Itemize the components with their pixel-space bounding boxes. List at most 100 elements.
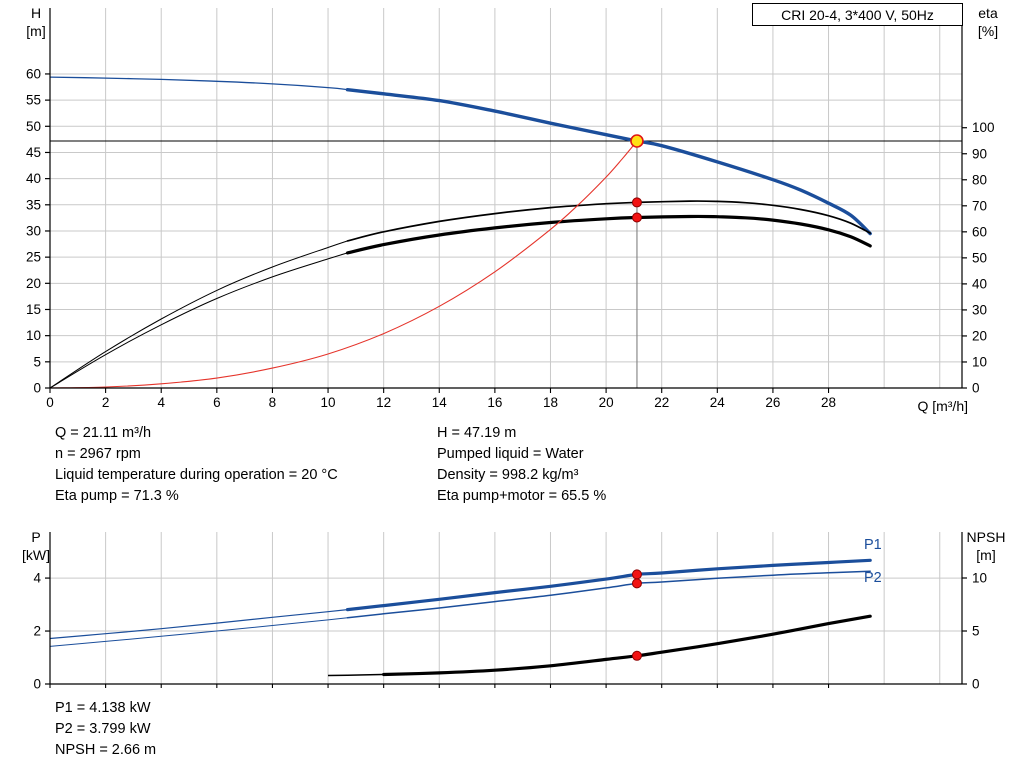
svg-text:60: 60 (26, 66, 41, 81)
eta-pump-motor-curve (345, 214, 872, 255)
h-axis-unit: [m] (26, 23, 46, 39)
p-axis-unit: [kW] (22, 547, 50, 563)
svg-text:45: 45 (26, 145, 41, 160)
svg-text:30: 30 (972, 302, 987, 317)
svg-text:25: 25 (26, 250, 41, 265)
pq-axes (49, 532, 963, 685)
p2-curve-label: P2 (864, 570, 882, 586)
readout-h: H = 47.19 m (437, 425, 517, 441)
npsh-axis-unit: [m] (976, 547, 996, 563)
pump-title-box: CRI 20-4, 3*400 V, 50Hz (752, 3, 963, 26)
svg-text:10: 10 (972, 354, 987, 369)
svg-text:8: 8 (269, 395, 277, 410)
svg-text:4: 4 (157, 395, 165, 410)
svg-text:0: 0 (972, 677, 980, 692)
p1-curve-thin (49, 609, 348, 640)
npsh-axis-name: NPSH (966, 529, 1006, 545)
npsh-curve (382, 614, 872, 677)
eta-pump-motor-curve-thin (49, 252, 348, 389)
npsh-curve-thin (327, 673, 384, 677)
p2-curve-thin (49, 617, 348, 647)
head-curve (345, 88, 872, 236)
p-axis-name: P (31, 529, 41, 545)
readout-q: Q = 21.11 m³/h (55, 425, 152, 441)
readout-liquid-temp: Liquid temperature during operation = 20… (55, 467, 338, 483)
svg-text:10: 10 (26, 328, 41, 343)
svg-text:22: 22 (654, 395, 669, 410)
eta-pump-motor-point (631, 212, 642, 223)
svg-text:0: 0 (46, 395, 54, 410)
svg-text:10: 10 (321, 395, 336, 410)
operating-point-right-block: H = 47.19 m Pumped liquid = Water Densit… (437, 423, 606, 507)
p2-curve (346, 570, 871, 619)
svg-text:20: 20 (26, 276, 41, 291)
svg-text:80: 80 (972, 172, 987, 187)
readout-p2: P2 = 3.799 kW (55, 721, 151, 737)
svg-text:24: 24 (710, 395, 726, 410)
svg-text:2: 2 (102, 395, 110, 410)
power-readout-block: P1 = 4.138 kW P2 = 3.799 kW NPSH = 2.66 … (55, 698, 156, 761)
svg-text:12: 12 (376, 395, 391, 410)
h-axis-label: H [m] (16, 4, 56, 40)
svg-text:26: 26 (765, 395, 780, 410)
head-curve-thin (49, 76, 348, 91)
svg-text:55: 55 (26, 93, 41, 108)
p-axis-label: P [kW] (16, 528, 56, 564)
svg-text:5: 5 (972, 624, 980, 639)
eta-axis-unit: [%] (977, 23, 999, 39)
hq-tick-labels: 0510152025303540455055600102030405060708… (26, 66, 995, 410)
p1-curve (345, 558, 872, 612)
operating-point-left-block: Q = 21.11 m³/h n = 2967 rpm Liquid tempe… (55, 423, 338, 507)
svg-text:0: 0 (33, 381, 41, 396)
p2-point (631, 578, 642, 589)
p1-point (631, 569, 642, 580)
svg-text:15: 15 (26, 302, 41, 317)
svg-text:30: 30 (26, 223, 41, 238)
pump-title: CRI 20-4, 3*400 V, 50Hz (781, 7, 934, 23)
svg-text:18: 18 (543, 395, 558, 410)
svg-text:100: 100 (972, 120, 995, 135)
npsh-point (631, 650, 642, 661)
readout-eta-pump-motor: Eta pump+motor = 65.5 % (437, 488, 607, 504)
readout-density: Density = 998.2 kg/m³ (437, 467, 579, 483)
svg-text:40: 40 (26, 171, 41, 186)
readout-eta-pump: Eta pump = 71.3 % (55, 488, 179, 504)
q-axis-label: Q [m³/h] (917, 398, 968, 414)
svg-text:2: 2 (33, 624, 41, 639)
readout-speed: n = 2967 rpm (55, 446, 141, 462)
eta-pump-curve (346, 200, 872, 242)
eta-pump-point (631, 197, 642, 208)
svg-text:6: 6 (213, 395, 221, 410)
svg-text:28: 28 (821, 395, 836, 410)
svg-text:50: 50 (26, 119, 41, 134)
svg-text:90: 90 (972, 146, 987, 161)
pq-chart: 0 2 4 0 5 10 (33, 532, 987, 692)
svg-text:60: 60 (972, 224, 987, 239)
svg-text:16: 16 (487, 395, 502, 410)
pq-tick-labels: 0 2 4 0 5 10 (33, 571, 987, 692)
readout-pumped-liquid: Pumped liquid = Water (437, 446, 584, 462)
svg-text:20: 20 (599, 395, 614, 410)
svg-text:40: 40 (972, 276, 987, 291)
hq-axes (49, 8, 963, 389)
svg-text:35: 35 (26, 197, 41, 212)
svg-text:10: 10 (972, 571, 987, 586)
duty-point[interactable] (630, 134, 644, 148)
system-curve (49, 140, 638, 389)
readout-p1: P1 = 4.138 kW (55, 700, 151, 716)
h-axis-name: H (30, 5, 42, 21)
hq-gridlines (50, 8, 962, 388)
svg-text:14: 14 (432, 395, 448, 410)
svg-text:20: 20 (972, 328, 987, 343)
pq-gridlines (50, 532, 962, 684)
svg-text:0: 0 (972, 381, 980, 396)
svg-text:70: 70 (972, 198, 987, 213)
eta-pump-curve-thin (49, 240, 348, 389)
hq-chart: 0510152025303540455055600102030405060708… (26, 8, 995, 410)
svg-text:4: 4 (33, 571, 41, 586)
readout-npsh: NPSH = 2.66 m (55, 742, 157, 758)
p1-curve-label: P1 (864, 537, 882, 553)
svg-text:5: 5 (33, 354, 41, 369)
